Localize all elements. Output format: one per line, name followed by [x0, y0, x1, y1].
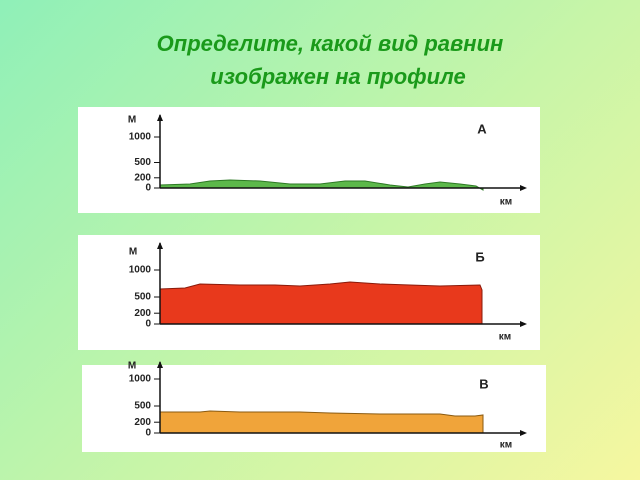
x-unit: км	[500, 440, 512, 451]
y-tick-label: 500	[134, 401, 151, 412]
axis-arrow	[520, 321, 527, 327]
title-line: Определите, какой вид равнин	[157, 31, 504, 56]
y-tick-label: 0	[145, 319, 151, 330]
profile-area	[159, 281, 483, 325]
axis-arrow	[157, 242, 163, 249]
panel-letter: А	[477, 121, 487, 136]
x-unit: км	[499, 332, 511, 343]
y-tick-label: 500	[134, 157, 151, 168]
x-unit: км	[500, 197, 512, 208]
y-unit: М	[128, 115, 136, 126]
y-tick-label: 500	[134, 292, 151, 303]
y-tick-label: 0	[145, 428, 151, 439]
y-unit: М	[129, 247, 137, 258]
panel-letter: Б	[475, 249, 484, 264]
y-tick-label: 0	[145, 183, 151, 194]
y-tick-label: 200	[134, 417, 151, 428]
panel-letter: В	[479, 376, 488, 391]
profile-area	[159, 410, 484, 434]
y-tick-label: 1000	[129, 265, 152, 276]
axis-arrow	[520, 185, 527, 191]
axis-arrow	[520, 430, 527, 436]
panel-background	[82, 365, 546, 452]
y-tick-label: 200	[134, 308, 151, 319]
y-tick-label: 1000	[129, 132, 152, 143]
y-tick-label: 200	[134, 172, 151, 183]
y-unit: М	[128, 361, 136, 372]
axis-arrow	[157, 114, 163, 121]
panel-background	[78, 107, 540, 213]
axis-arrow	[157, 361, 163, 368]
title-line: изображен на профиле	[210, 64, 465, 89]
y-tick-label: 1000	[129, 374, 152, 385]
